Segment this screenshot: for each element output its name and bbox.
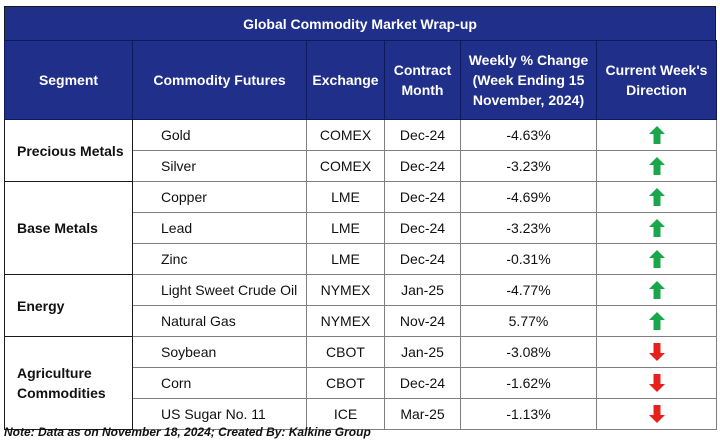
header-row: Segment Commodity Futures Exchange Contr… <box>4 40 717 120</box>
exchange-cell: ICE <box>306 398 385 430</box>
direction-cell <box>596 181 717 213</box>
exchange-cell: LME <box>306 212 385 244</box>
direction-cell <box>596 150 717 182</box>
green-up-arrow-icon <box>648 219 665 237</box>
commodity-cell: Soybean <box>132 336 307 368</box>
table-row: Base Metals Copper LME Dec-24 -4.69% <box>4 181 717 275</box>
weekly-change-cell: -4.63% <box>460 119 597 151</box>
green-up-arrow-icon <box>648 157 665 175</box>
header-contract: Contract Month <box>384 40 461 120</box>
commodity-cell: Silver <box>132 150 307 182</box>
segment-cell: Precious Metals <box>4 119 133 182</box>
direction-cell <box>596 243 717 275</box>
direction-cell <box>596 398 717 430</box>
segment-cell: Base Metals <box>4 181 133 275</box>
segment-cell: Energy <box>4 274 133 337</box>
red-down-arrow-icon <box>648 343 665 361</box>
exchange-cell: NYMEX <box>306 305 385 337</box>
header-commodity: Commodity Futures <box>132 40 307 120</box>
header-direction: Current Week's Direction <box>596 40 717 120</box>
weekly-change-cell: -4.69% <box>460 181 597 213</box>
commodity-cell: Lead <box>132 212 307 244</box>
green-up-arrow-icon <box>648 126 665 144</box>
table-row: Precious Metals Gold COMEX Dec-24 -4.63% <box>4 119 717 182</box>
green-up-arrow-icon <box>648 250 665 268</box>
contract-month-cell: Dec-24 <box>384 119 461 151</box>
weekly-change-cell: -3.23% <box>460 150 597 182</box>
exchange-cell: COMEX <box>306 150 385 182</box>
weekly-change-cell: -0.31% <box>460 243 597 275</box>
direction-cell <box>596 367 717 399</box>
header-exchange: Exchange <box>306 40 385 120</box>
weekly-change-cell: -3.23% <box>460 212 597 244</box>
weekly-change-cell: -1.13% <box>460 398 597 430</box>
commodity-cell: Natural Gas <box>132 305 307 337</box>
table-body: Precious Metals Gold COMEX Dec-24 -4.63% Silv… <box>4 119 717 430</box>
contract-month-cell: Dec-24 <box>384 181 461 213</box>
contract-month-cell: Jan-25 <box>384 274 461 306</box>
exchange-cell: LME <box>306 181 385 213</box>
commodity-table-container: Global Commodity Market Wrap-up Segment … <box>4 6 717 430</box>
exchange-cell: CBOT <box>306 336 385 368</box>
table-row: US Sugar No. 11 ICE Mar-25 -1.13% <box>5 398 717 430</box>
header-segment: Segment <box>4 40 133 120</box>
table-row: Energy Light Sweet Crude Oil NYMEX Jan-25 -4… <box>4 274 717 337</box>
segment-cell: Agriculture Commodities <box>4 336 133 430</box>
contract-month-cell: Dec-24 <box>384 150 461 182</box>
green-up-arrow-icon <box>648 188 665 206</box>
weekly-change-cell: -1.62% <box>460 367 597 399</box>
green-up-arrow-icon <box>648 312 665 330</box>
direction-cell <box>596 119 717 151</box>
contract-month-cell: Dec-24 <box>384 212 461 244</box>
direction-cell <box>596 336 717 368</box>
table-row: Silver COMEX Dec-24 -3.23% <box>5 150 717 182</box>
commodity-cell: Light Sweet Crude Oil <box>132 274 307 306</box>
header-weekly-change: Weekly % Change (Week Ending 15 November… <box>460 40 597 120</box>
exchange-cell: CBOT <box>306 367 385 399</box>
exchange-cell: LME <box>306 243 385 275</box>
direction-cell <box>596 274 717 306</box>
red-down-arrow-icon <box>648 405 665 423</box>
weekly-change-cell: 5.77% <box>460 305 597 337</box>
contract-month-cell: Nov-24 <box>384 305 461 337</box>
contract-month-cell: Dec-24 <box>384 367 461 399</box>
direction-cell <box>596 305 717 337</box>
commodity-table: Segment Commodity Futures Exchange Contr… <box>4 40 717 430</box>
weekly-change-cell: -3.08% <box>460 336 597 368</box>
contract-month-cell: Dec-24 <box>384 243 461 275</box>
table-row: Agriculture Commodities Soybean CBOT Jan-25… <box>4 336 717 430</box>
contract-month-cell: Jan-25 <box>384 336 461 368</box>
commodity-cell: US Sugar No. 11 <box>132 398 307 430</box>
exchange-cell: NYMEX <box>306 274 385 306</box>
green-up-arrow-icon <box>648 281 665 299</box>
red-down-arrow-icon <box>648 374 665 392</box>
direction-cell <box>596 212 717 244</box>
commodity-cell: Gold <box>132 119 307 151</box>
table-row: Lead LME Dec-24 -3.23% <box>5 212 717 244</box>
table-title: Global Commodity Market Wrap-up <box>4 6 716 40</box>
commodity-cell: Corn <box>132 367 307 399</box>
footnote: Note: Data as on November 18, 2024; Crea… <box>4 425 371 439</box>
commodity-cell: Copper <box>132 181 307 213</box>
exchange-cell: COMEX <box>306 119 385 151</box>
commodity-cell: Zinc <box>132 243 307 275</box>
contract-month-cell: Mar-25 <box>384 398 461 430</box>
weekly-change-cell: -4.77% <box>460 274 597 306</box>
